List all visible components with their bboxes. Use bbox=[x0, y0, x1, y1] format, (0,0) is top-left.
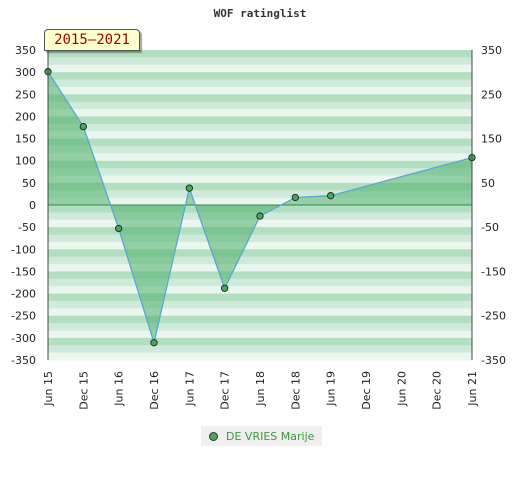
x-tick-label: Dec 17 bbox=[219, 371, 232, 410]
y-tick-label: 0 bbox=[29, 199, 36, 212]
left-axis-ticks: 350 300 250 200 150 100 50 0 -50 -100 -150 -200 -250… bbox=[11, 44, 36, 367]
plot-band bbox=[48, 234, 472, 243]
data-point[interactable] bbox=[185, 184, 193, 192]
plot-band bbox=[48, 72, 472, 81]
plot-band bbox=[48, 249, 472, 258]
y-tick-label: -350 bbox=[11, 354, 36, 367]
plot-band bbox=[48, 57, 472, 66]
x-tick-label: Dec 20 bbox=[431, 371, 444, 410]
data-point[interactable] bbox=[327, 192, 335, 200]
plot-band bbox=[48, 175, 472, 184]
data-point[interactable] bbox=[256, 212, 264, 220]
y-tick-label: 250 bbox=[15, 88, 36, 101]
x-tick-label: Dec 15 bbox=[77, 371, 90, 410]
y-tick-label-right: -250 bbox=[481, 310, 506, 323]
plot-band bbox=[48, 352, 472, 361]
y-tick-label: 50 bbox=[22, 177, 36, 190]
x-tick-label: Dec 16 bbox=[148, 371, 161, 410]
plot-band bbox=[48, 50, 472, 58]
y-tick-label: 300 bbox=[15, 66, 36, 79]
y-tick-label: 200 bbox=[15, 110, 36, 123]
data-point[interactable] bbox=[150, 339, 158, 347]
y-tick-label-right: 150 bbox=[481, 133, 502, 146]
y-tick-label: -300 bbox=[11, 332, 36, 345]
plot-band bbox=[48, 168, 472, 176]
plot-band bbox=[48, 182, 472, 191]
plot-band bbox=[48, 264, 472, 272]
plot-band bbox=[48, 219, 472, 228]
y-tick-label: -200 bbox=[11, 288, 36, 301]
y-tick-label: -250 bbox=[11, 310, 36, 323]
area-layer bbox=[48, 71, 472, 343]
plot-band bbox=[48, 330, 472, 339]
y-tick-label: 100 bbox=[15, 155, 36, 168]
y-tick-label: 150 bbox=[15, 133, 36, 146]
legend[interactable]: DE VRIES Marije bbox=[201, 426, 323, 446]
plot-band bbox=[48, 197, 472, 206]
legend-marker-icon bbox=[209, 431, 218, 441]
x-tick-label: Dec 18 bbox=[289, 371, 302, 410]
plot-band bbox=[48, 286, 472, 295]
data-point[interactable] bbox=[291, 193, 299, 202]
line-layer bbox=[44, 68, 476, 347]
y-tick-label-right: -150 bbox=[481, 265, 506, 278]
x-tick-label: Jun 17 bbox=[183, 371, 196, 407]
plot-band bbox=[48, 241, 472, 250]
series-line bbox=[47, 71, 473, 346]
x-tick-label: Jun 15 bbox=[42, 371, 55, 407]
plot-band bbox=[48, 138, 472, 147]
plot-band bbox=[48, 123, 472, 132]
data-point[interactable] bbox=[115, 224, 123, 233]
plot-band bbox=[48, 79, 472, 88]
y-tick-label: -100 bbox=[11, 243, 36, 256]
legend-label: DE VRIES Marije bbox=[226, 429, 315, 443]
plot-band bbox=[48, 227, 472, 236]
y-tick-label-right: -350 bbox=[481, 354, 506, 367]
data-point[interactable] bbox=[221, 284, 229, 292]
plot-band bbox=[48, 116, 472, 125]
x-tick-label: Dec 19 bbox=[360, 371, 373, 410]
x-tick-label: Jun 18 bbox=[254, 371, 267, 407]
plot-band bbox=[48, 101, 472, 110]
y-tick-label-right: -50 bbox=[481, 221, 499, 234]
plot-band bbox=[48, 345, 472, 354]
plot-band bbox=[48, 86, 472, 95]
right-axis-ticks: 350 250 150 50 -50 -150 -250 -350 bbox=[481, 44, 506, 367]
data-point[interactable] bbox=[79, 122, 87, 131]
plot-band bbox=[48, 190, 472, 199]
x-tick-label: Jun 21 bbox=[466, 371, 479, 407]
plot-band bbox=[48, 315, 472, 324]
plot-band bbox=[48, 300, 472, 309]
plot-band bbox=[48, 160, 472, 169]
plot-band bbox=[48, 278, 472, 287]
plot-band bbox=[48, 271, 472, 280]
chart-title: WOF ratinglist bbox=[214, 7, 307, 20]
x-axis-ticks: Jun 15 Dec 15 Jun 16 Dec 16 Jun 17 Dec 17 Jun … bbox=[42, 371, 479, 410]
x-tick-label: Jun 19 bbox=[325, 371, 338, 407]
plot-band bbox=[48, 337, 472, 346]
plot-bands bbox=[48, 50, 472, 361]
period-badge: 2015–2021 bbox=[44, 29, 140, 51]
plot-band bbox=[48, 109, 472, 117]
plot-band bbox=[48, 145, 472, 154]
plot-band bbox=[48, 64, 472, 73]
plot-band bbox=[48, 308, 472, 317]
plot-band bbox=[48, 256, 472, 265]
series-area bbox=[48, 71, 472, 343]
x-tick-label: Jun 16 bbox=[113, 371, 126, 407]
y-tick-label-right: 50 bbox=[481, 177, 495, 190]
plot-band bbox=[48, 131, 472, 140]
x-tick-label: Jun 20 bbox=[395, 371, 408, 407]
plot-band bbox=[48, 323, 472, 331]
y-tick-label: -150 bbox=[11, 265, 36, 278]
plot-band bbox=[48, 94, 472, 103]
y-tick-label-right: 350 bbox=[481, 44, 502, 57]
plot-band bbox=[48, 293, 472, 302]
y-tick-label: -50 bbox=[18, 221, 36, 234]
plot-band bbox=[48, 153, 472, 162]
y-tick-label: 350 bbox=[15, 44, 36, 57]
y-tick-label-right: 250 bbox=[481, 88, 502, 101]
